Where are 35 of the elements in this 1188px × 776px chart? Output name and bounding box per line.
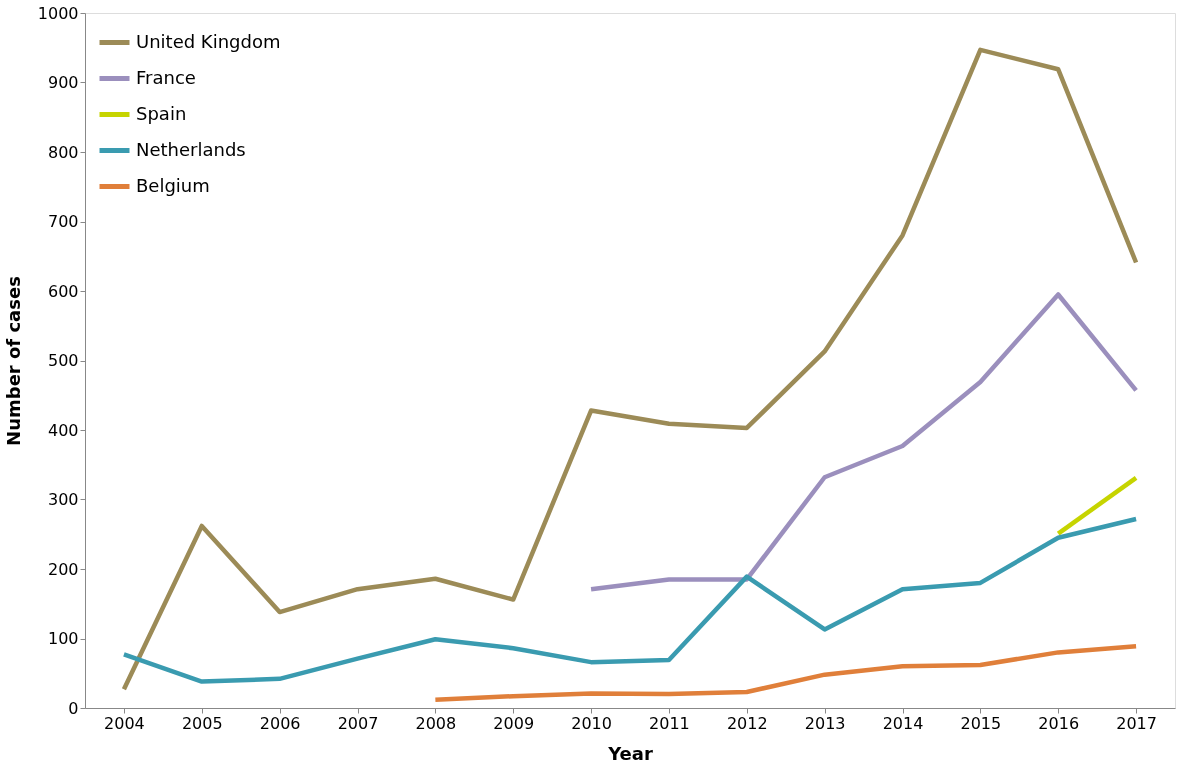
y-tick-label: 700: [47, 212, 79, 231]
legend-label: United Kingdom: [136, 30, 281, 52]
x-tick-label: 2008: [415, 713, 457, 733]
legend-label: Spain: [136, 102, 187, 124]
y-tick-label: 900: [47, 73, 79, 92]
y-tick-label: 1000: [37, 3, 79, 23]
x-tick-label: 2017: [1116, 713, 1157, 733]
y-tick-label: 600: [47, 281, 79, 301]
x-axis-title: Year: [607, 742, 653, 764]
line-series: [121, 516, 1139, 684]
y-tick-label: 0: [68, 698, 79, 718]
legend-label: Belgium: [136, 174, 210, 196]
x-tick-label: 2012: [726, 713, 768, 733]
x-tick-label: 2007: [337, 713, 379, 733]
x-tick-label: 2006: [259, 713, 301, 733]
legend-label: Netherlands: [136, 138, 246, 160]
x-tick-label: 2010: [571, 713, 612, 733]
x-tick-label: 2004: [104, 713, 145, 733]
y-tick-label: 500: [47, 351, 79, 370]
line-series: [588, 292, 1139, 592]
y-tick-label: 800: [47, 142, 79, 162]
legend-label: France: [136, 66, 196, 88]
x-tick-label: 2016: [1038, 713, 1080, 733]
line-series: [433, 643, 1139, 702]
y-tick-label: 300: [47, 490, 79, 509]
x-tick-label: 2013: [804, 713, 846, 733]
y-axis-title: Number of cases: [2, 276, 24, 446]
x-tick-label: 2014: [882, 713, 924, 733]
y-tick-label: 200: [47, 559, 79, 579]
x-tick-label: 2005: [181, 713, 223, 733]
x-tick-label: 2009: [493, 713, 535, 733]
x-tick-label: 2011: [649, 713, 690, 733]
y-tick-label: 100: [47, 629, 79, 648]
x-tick-label: 2015: [960, 713, 1002, 733]
y-tick-label: 400: [47, 420, 79, 440]
